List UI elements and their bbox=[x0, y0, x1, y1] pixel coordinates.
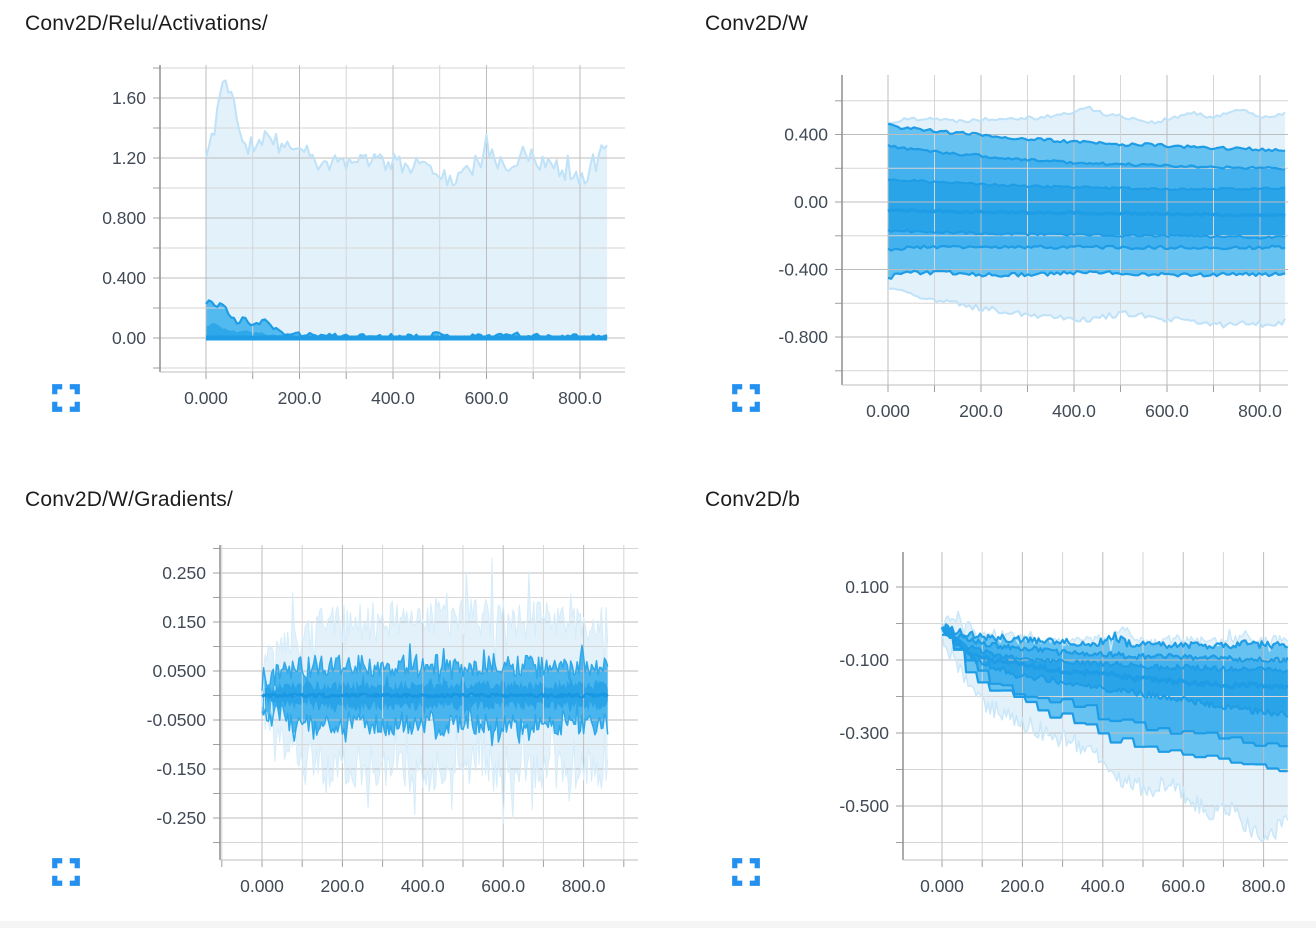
svg-text:-0.100: -0.100 bbox=[839, 650, 889, 670]
distribution-chart-conv2d-w: 0.400 0.00 -0.400 -0.800 0.000 200.0 400.0 600.… bbox=[778, 75, 1288, 421]
expand-icon bbox=[732, 384, 760, 412]
chart-title: Conv2D/W/Gradients/ bbox=[25, 488, 234, 511]
svg-text:600.0: 600.0 bbox=[465, 388, 509, 408]
svg-text:600.0: 600.0 bbox=[481, 876, 525, 896]
expand-button[interactable] bbox=[51, 855, 85, 889]
svg-text:-0.0500: -0.0500 bbox=[147, 710, 207, 730]
svg-text:200.0: 200.0 bbox=[1001, 876, 1045, 896]
svg-text:0.000: 0.000 bbox=[240, 876, 284, 896]
svg-text:800.0: 800.0 bbox=[1242, 876, 1286, 896]
svg-text:0.250: 0.250 bbox=[162, 563, 206, 583]
chart-title: Conv2D/Relu/Activations/ bbox=[25, 12, 268, 35]
chart-card-conv2d-b: 0.100 -0.100 -0.300 -0.500 0.000 200.0 400.0 60… bbox=[680, 464, 1316, 928]
svg-text:600.0: 600.0 bbox=[1161, 876, 1205, 896]
svg-text:0.400: 0.400 bbox=[784, 125, 828, 145]
svg-text:0.00: 0.00 bbox=[794, 192, 828, 212]
svg-text:800.0: 800.0 bbox=[558, 388, 602, 408]
svg-text:1.60: 1.60 bbox=[112, 88, 146, 108]
svg-text:0.000: 0.000 bbox=[184, 388, 228, 408]
expand-icon bbox=[52, 384, 80, 412]
distribution-chart-conv2d-w-gradients: 0.250 0.150 0.0500 -0.0500 -0.150 -0.250 0.000… bbox=[147, 545, 638, 896]
svg-text:200.0: 200.0 bbox=[321, 876, 365, 896]
chart-title: Conv2D/W bbox=[705, 12, 809, 35]
expand-icon bbox=[52, 858, 80, 886]
distribution-chart-conv2d-b: 0.100 -0.100 -0.300 -0.500 0.000 200.0 400.0 60… bbox=[839, 552, 1288, 896]
expand-button[interactable] bbox=[731, 855, 765, 889]
svg-text:-0.300: -0.300 bbox=[839, 723, 889, 743]
svg-text:800.0: 800.0 bbox=[562, 876, 606, 896]
expand-icon bbox=[732, 858, 760, 886]
svg-text:1.20: 1.20 bbox=[112, 148, 146, 168]
svg-text:400.0: 400.0 bbox=[401, 876, 445, 896]
distribution-chart-conv2d-relu-activations: 1.60 1.20 0.800 0.400 0.00 0.000 200.0 400.0 600… bbox=[102, 65, 625, 408]
svg-text:600.0: 600.0 bbox=[1145, 401, 1189, 421]
expand-button[interactable] bbox=[51, 381, 85, 415]
svg-text:0.100: 0.100 bbox=[845, 577, 889, 597]
next-row-edge bbox=[0, 921, 1316, 928]
svg-text:200.0: 200.0 bbox=[959, 401, 1003, 421]
chart-card-conv2d-w: 0.400 0.00 -0.400 -0.800 0.000 200.0 400.0 600.… bbox=[680, 0, 1316, 464]
svg-text:-0.400: -0.400 bbox=[778, 260, 828, 280]
svg-text:-0.250: -0.250 bbox=[156, 808, 206, 828]
svg-text:0.00: 0.00 bbox=[112, 328, 146, 348]
svg-text:-0.800: -0.800 bbox=[778, 327, 828, 347]
svg-text:0.150: 0.150 bbox=[162, 612, 206, 632]
svg-text:0.800: 0.800 bbox=[102, 208, 146, 228]
svg-text:0.000: 0.000 bbox=[920, 876, 964, 896]
expand-button[interactable] bbox=[731, 381, 765, 415]
svg-text:400.0: 400.0 bbox=[1052, 401, 1096, 421]
chart-card-conv2d-w-gradients: 0.250 0.150 0.0500 -0.0500 -0.150 -0.250 0.000… bbox=[0, 464, 658, 928]
svg-text:-0.500: -0.500 bbox=[839, 796, 889, 816]
svg-text:0.0500: 0.0500 bbox=[152, 661, 206, 681]
svg-text:-0.150: -0.150 bbox=[156, 759, 206, 779]
svg-text:800.0: 800.0 bbox=[1238, 401, 1282, 421]
svg-text:0.000: 0.000 bbox=[866, 401, 910, 421]
chart-title: Conv2D/b bbox=[705, 488, 800, 511]
svg-text:200.0: 200.0 bbox=[278, 388, 322, 408]
svg-text:0.400: 0.400 bbox=[102, 268, 146, 288]
chart-card-conv2d-relu-activations: 1.60 1.20 0.800 0.400 0.00 0.000 200.0 400.0 600… bbox=[0, 0, 658, 464]
svg-text:400.0: 400.0 bbox=[371, 388, 415, 408]
svg-text:400.0: 400.0 bbox=[1081, 876, 1125, 896]
